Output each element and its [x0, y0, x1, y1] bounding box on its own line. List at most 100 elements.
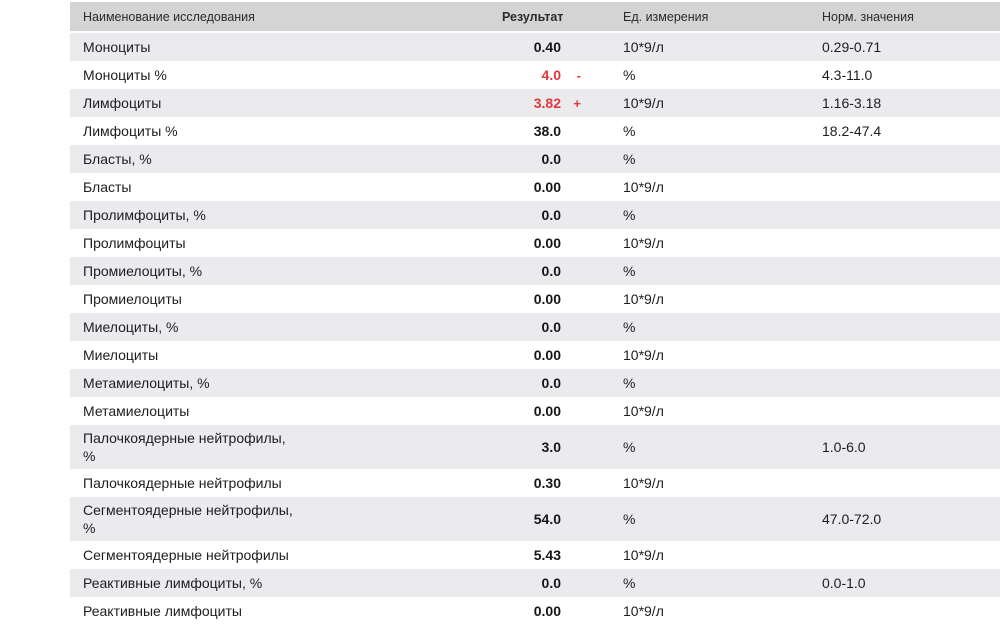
result-cell: 3.82 + — [500, 95, 581, 111]
table-row: Бласты, % 0.0 % — [70, 145, 1000, 173]
unit-cell: % — [623, 123, 636, 139]
test-name-cell: Моноциты — [70, 38, 500, 56]
unit-cell: % — [623, 511, 636, 527]
test-name-text: Реактивные лимфоциты — [83, 603, 242, 619]
result-cell: 0.00 — [500, 403, 581, 419]
test-name-text: Сегментоядерные нейтрофилы, — [83, 502, 293, 518]
test-name-text: Реактивные лимфоциты, % — [83, 575, 263, 591]
table-row: Миелоциты, % 0.0 % — [70, 313, 1000, 341]
table-row: Промиелоциты 0.00 10*9/л — [70, 285, 1000, 313]
normal-range-cell: 0.0-1.0 — [822, 575, 866, 591]
test-name-cell: Реактивные лимфоциты — [70, 602, 500, 620]
test-name-cell: Реактивные лимфоциты, % — [70, 574, 500, 592]
unit-cell: % — [623, 151, 636, 167]
column-header-unit: Ед. измерения — [623, 9, 709, 24]
result-cell: 0.00 — [500, 347, 581, 363]
result-value: 54.0 — [533, 511, 561, 527]
table-row: Лимфоциты 3.82 + 10*9/л 1.16-3.18 — [70, 89, 1000, 117]
table-row: Сегментоядерные нейтрофилы 5.43 10*9/л — [70, 541, 1000, 569]
result-value: 0.0 — [541, 207, 561, 223]
result-cell: 0.40 — [500, 39, 581, 55]
result-cell: 3.0 — [500, 439, 581, 455]
table-row: Моноциты 0.40 10*9/л 0.29-0.71 — [70, 33, 1000, 61]
result-cell: 0.0 — [500, 263, 581, 279]
normal-range-cell: 1.0-6.0 — [822, 439, 866, 455]
test-name-cell: Миелоциты — [70, 346, 500, 364]
unit-cell: 10*9/л — [623, 39, 664, 55]
test-name-text: Метамиелоциты, % — [83, 375, 210, 391]
table-row: Метамиелоциты 0.00 10*9/л — [70, 397, 1000, 425]
result-value: 4.0 — [541, 67, 561, 83]
test-name-text-line2: % — [83, 520, 96, 536]
test-name-cell: Сегментоядерные нейтрофилы — [70, 546, 500, 564]
test-name-cell: Лимфоциты % — [70, 122, 500, 140]
test-name-text: Бласты — [83, 179, 132, 195]
result-value: 0.00 — [533, 603, 561, 619]
result-cell: 0.0 — [500, 207, 581, 223]
table-row: Палочкоядерные нейтрофилы 0.30 10*9/л — [70, 469, 1000, 497]
result-value: 0.00 — [533, 403, 561, 419]
result-value: 0.00 — [533, 291, 561, 307]
lab-results-table: Наименование исследования Результат Ед. … — [70, 2, 1000, 625]
results-table-body: Моноциты 0.40 10*9/л 0.29-0.71 Моноциты … — [70, 33, 1000, 625]
test-name-cell: Метамиелоциты, % — [70, 374, 500, 392]
result-cell: 4.0 - — [500, 67, 581, 83]
test-name-text: Метамиелоциты — [83, 403, 190, 419]
normal-range-cell: 47.0-72.0 — [822, 511, 882, 527]
result-value: 0.0 — [541, 575, 561, 591]
result-value: 0.00 — [533, 235, 561, 251]
result-cell: 0.00 — [500, 235, 581, 251]
test-name-cell: Лимфоциты — [70, 94, 500, 112]
unit-cell: % — [623, 319, 636, 335]
test-name-cell: Палочкоядерные нейтрофилы — [70, 474, 500, 492]
result-value: 0.0 — [541, 151, 561, 167]
normal-range-cell: 18.2-47.4 — [822, 123, 882, 139]
unit-cell: % — [623, 575, 636, 591]
test-name-cell: Сегментоядерные нейтрофилы, % — [70, 501, 500, 537]
result-value: 0.0 — [541, 263, 561, 279]
result-cell: 5.43 — [500, 547, 581, 563]
unit-cell: 10*9/л — [623, 603, 664, 619]
test-name-cell: Пролимфоциты — [70, 234, 500, 252]
test-name-text: Моноциты — [83, 39, 151, 55]
table-row: Промиелоциты, % 0.0 % — [70, 257, 1000, 285]
result-cell: 0.0 — [500, 575, 581, 591]
test-name-text: Миелоциты, % — [83, 319, 179, 335]
table-row: Метамиелоциты, % 0.0 % — [70, 369, 1000, 397]
table-row: Бласты 0.00 10*9/л — [70, 173, 1000, 201]
unit-cell: 10*9/л — [623, 235, 664, 251]
result-cell: 54.0 — [500, 511, 581, 527]
unit-cell: % — [623, 263, 636, 279]
test-name-text: Лимфоциты — [83, 95, 162, 111]
test-name-text: Лимфоциты % — [83, 123, 178, 139]
result-value: 0.40 — [533, 39, 561, 55]
result-value: 38.0 — [533, 123, 561, 139]
test-name-text: Пролимфоциты — [83, 235, 186, 251]
result-value: 5.43 — [533, 547, 561, 563]
test-name-text: Сегментоядерные нейтрофилы — [83, 547, 289, 563]
unit-cell: % — [623, 207, 636, 223]
table-row: Пролимфоциты, % 0.0 % — [70, 201, 1000, 229]
test-name-cell: Промиелоциты — [70, 290, 500, 308]
table-row: Лимфоциты % 38.0 % 18.2-47.4 — [70, 117, 1000, 145]
test-name-text: Палочкоядерные нейтрофилы — [83, 475, 282, 491]
unit-cell: % — [623, 439, 636, 455]
test-name-cell: Метамиелоциты — [70, 402, 500, 420]
normal-range-cell: 4.3-11.0 — [822, 67, 873, 83]
test-name-text: Промиелоциты, % — [83, 263, 203, 279]
test-name-cell: Миелоциты, % — [70, 318, 500, 336]
table-row: Реактивные лимфоциты 0.00 10*9/л — [70, 597, 1000, 625]
result-value: 0.30 — [533, 475, 561, 491]
result-value: 0.0 — [541, 319, 561, 335]
column-header-normal-range: Норм. значения — [822, 9, 914, 24]
table-row: Пролимфоциты 0.00 10*9/л — [70, 229, 1000, 257]
unit-cell: 10*9/л — [623, 547, 664, 563]
unit-cell: 10*9/л — [623, 95, 664, 111]
table-header-row: Наименование исследования Результат Ед. … — [70, 2, 1000, 31]
table-row: Сегментоядерные нейтрофилы, % 54.0 % 47.… — [70, 497, 1000, 541]
normal-range-cell: 0.29-0.71 — [822, 39, 882, 55]
test-name-text: Палочкоядерные нейтрофилы, — [83, 430, 286, 446]
test-name-cell: Пролимфоциты, % — [70, 206, 500, 224]
test-name-cell: Палочкоядерные нейтрофилы, % — [70, 429, 500, 465]
result-cell: 0.0 — [500, 375, 581, 391]
